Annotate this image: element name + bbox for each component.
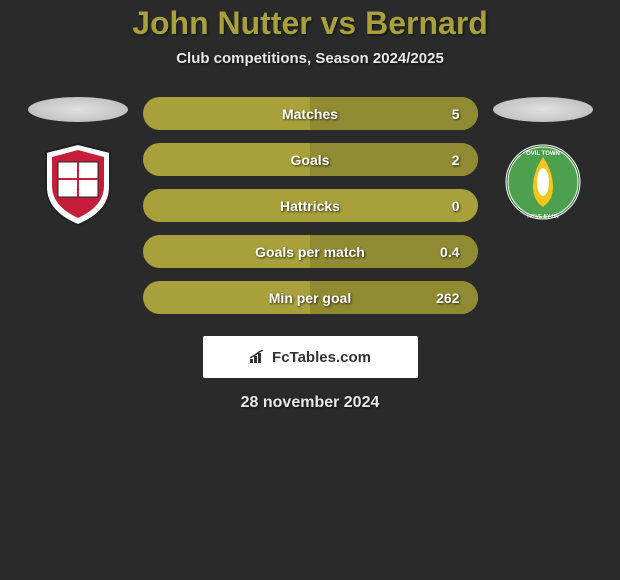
stat-value-right: 2 (452, 152, 460, 168)
comparison-row: ✦ ✦ Matches 5 Goals 2 Hattricks 0 Goals per ma… (0, 97, 620, 314)
left-player-silhouette (28, 97, 128, 122)
stat-label: Goals per match (255, 244, 365, 260)
right-player-silhouette (493, 97, 593, 122)
stat-value-right: 5 (452, 106, 460, 122)
stat-bar-goals-per-match: Goals per match 0.4 (143, 235, 478, 268)
left-side: ✦ ✦ (28, 97, 128, 227)
svg-text:HIEVE BY UN: HIEVE BY UN (527, 214, 559, 220)
brand-text: FcTables.com (272, 349, 371, 366)
stat-bar-goals: Goals 2 (143, 143, 478, 176)
brand-label: FcTables.com (249, 349, 371, 366)
stat-value-right: 0.4 (440, 244, 459, 260)
stat-label: Goals (291, 152, 330, 168)
svg-text:✦: ✦ (75, 168, 79, 174)
right-team-crest: OVIL TOWN HIEVE BY UN (503, 142, 583, 227)
stat-value-right: 0 (452, 198, 460, 214)
stat-label: Hattricks (280, 198, 340, 214)
stat-bar-min-per-goal: Min per goal 262 (143, 281, 478, 314)
stat-bar-hattricks: Hattricks 0 (143, 189, 478, 222)
title: John Nutter vs Bernard (0, 5, 620, 42)
right-side: OVIL TOWN HIEVE BY UN (493, 97, 593, 227)
chart-icon (249, 350, 267, 364)
stat-label: Min per goal (269, 290, 351, 306)
stat-bar-matches: Matches 5 (143, 97, 478, 130)
date: 28 november 2024 (0, 394, 620, 412)
svg-text:OVIL TOWN: OVIL TOWN (526, 151, 560, 157)
brand-box[interactable]: FcTables.com (203, 336, 418, 378)
left-team-crest: ✦ ✦ (38, 142, 118, 227)
comparison-infographic: John Nutter vs Bernard Club competitions… (0, 0, 620, 412)
stat-label: Matches (282, 106, 338, 122)
stat-value-right: 262 (436, 290, 459, 306)
stats-column: Matches 5 Goals 2 Hattricks 0 Goals per match 0… (143, 97, 478, 314)
svg-text:✦: ✦ (75, 187, 79, 193)
subtitle: Club competitions, Season 2024/2025 (0, 50, 620, 67)
